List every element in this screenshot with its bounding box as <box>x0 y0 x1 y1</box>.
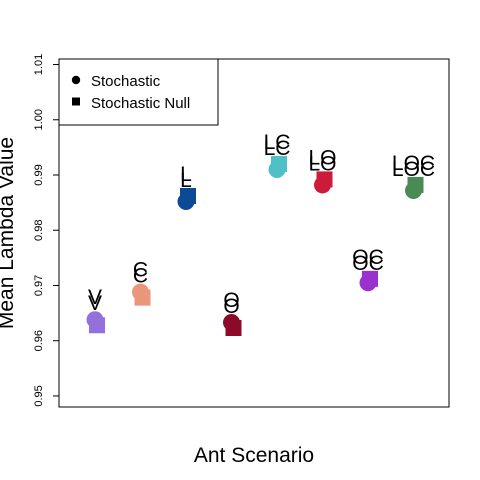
y-tick-label: 0.98 <box>33 220 45 241</box>
x-axis-title: Ant Scenario <box>194 444 314 467</box>
point-label-loc-stochastic-null: LOC <box>392 158 435 181</box>
point-label-oc-stochastic: OC <box>352 246 384 269</box>
point-label-lo-stochastic-null: LO <box>308 152 336 175</box>
legend-label-stochastic: Stochastic <box>91 73 161 90</box>
point-stochastic-lc <box>268 160 286 178</box>
legend-square-marker <box>72 97 80 106</box>
data-points <box>86 155 424 337</box>
point-stochastic-l <box>177 193 195 211</box>
point-stochastic-c <box>132 283 149 301</box>
point-label-lc-stochastic-null: LC <box>264 137 291 160</box>
point-label-lo-stochastic: LO <box>308 146 336 169</box>
point-label-o-stochastic: O <box>223 289 239 312</box>
y-tick-label: 0.95 <box>33 385 45 406</box>
point-stochastic-v <box>86 311 104 329</box>
point-stochastic-o <box>223 313 240 331</box>
y-tick-label: 0.99 <box>33 164 45 185</box>
legend-box <box>58 58 219 126</box>
legend-circle-marker <box>71 75 81 85</box>
y-tick-label: 0.97 <box>33 275 45 296</box>
legend-label-stochastic-null: Stochastic Null <box>91 95 190 112</box>
point-stochastic-lo <box>314 176 331 194</box>
point-stochastic-oc <box>359 274 377 292</box>
y-tick-label: 0.96 <box>33 330 45 351</box>
point-label-oc-stochastic-null: OC <box>352 252 384 275</box>
point-label-o-stochastic-null: O <box>223 295 239 318</box>
point-label-v-stochastic: V <box>88 286 102 309</box>
y-tick-label: 1.00 <box>33 109 45 130</box>
plot-frame <box>58 58 450 408</box>
point-label-loc-stochastic: LOC <box>392 152 435 175</box>
y-axis: 0.95 0.96 0.97 0.98 0.99 1.00 1.01 <box>33 54 59 407</box>
point-label-c-stochastic-null: C <box>133 265 148 288</box>
point-label-l-stochastic: L <box>180 163 192 186</box>
point-label-l-stochastic-null: L <box>180 169 192 192</box>
point-label-c-stochastic: C <box>133 259 148 282</box>
y-tick-label: 1.01 <box>33 54 45 75</box>
point-stochastic-loc <box>405 181 422 199</box>
point-label-lc-stochastic: LC <box>264 131 291 154</box>
legend: Stochastic Stochastic Null <box>58 58 219 126</box>
y-axis-title: Mean Lambda Value <box>0 137 18 329</box>
point-label-v-stochastic-null: V <box>88 292 102 315</box>
